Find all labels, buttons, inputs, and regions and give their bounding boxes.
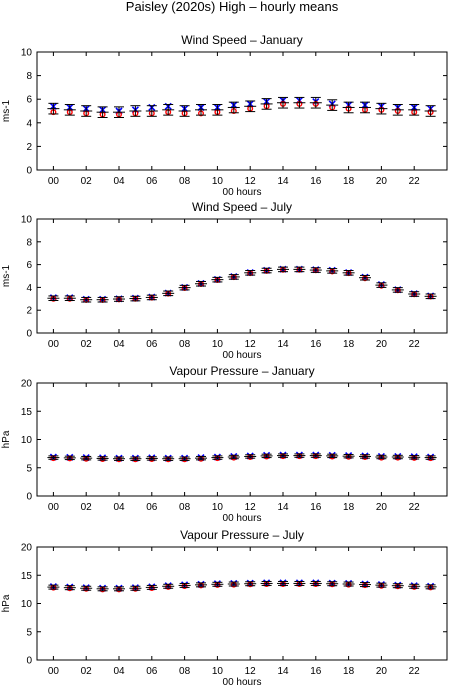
x-tick-label: 22 [409, 502, 421, 513]
x-tick-label: 18 [343, 502, 355, 513]
x-tick-label: 14 [277, 502, 289, 513]
panel-title: Wind Speed – January [181, 33, 302, 47]
x-tick-label: 14 [277, 176, 289, 187]
y-tick-label: 15 [21, 407, 33, 418]
y-tick-label: 4 [26, 283, 32, 294]
x-tick-label: 06 [146, 339, 158, 350]
x-tick-label: 20 [376, 176, 388, 187]
y-tick-label: 6 [26, 95, 32, 106]
x-tick-label: 02 [81, 176, 93, 187]
plot-area [36, 218, 448, 334]
plot-area [36, 546, 448, 661]
x-tick-label: 08 [179, 339, 191, 350]
y-tick-label: 20 [21, 543, 33, 554]
x-tick-label: 12 [245, 339, 257, 350]
x-tick-label: 12 [245, 176, 257, 187]
x-tick-label: 06 [146, 176, 158, 187]
y-tick-label: 8 [26, 71, 32, 82]
x-tick-label: 02 [81, 339, 93, 350]
x-tick-label: 18 [343, 666, 355, 677]
x-tick-label: 04 [113, 176, 125, 187]
panel-title: Vapour Pressure – January [169, 364, 314, 378]
x-tick-label: 14 [277, 666, 289, 677]
y-tick-label: 20 [21, 379, 33, 390]
x-tick-label: 12 [245, 502, 257, 513]
x-tick-label: 12 [245, 666, 257, 677]
series-circle [50, 581, 434, 593]
x-tick-label: 06 [146, 502, 158, 513]
plot-area [36, 51, 448, 171]
figure-title: Paisley (2020s) High – hourly means [126, 0, 339, 14]
x-axis-label: 00 hours [223, 187, 262, 198]
x-tick-label: 14 [277, 339, 289, 350]
y-tick-label: 10 [21, 599, 33, 610]
y-tick-label: 5 [26, 463, 32, 474]
x-tick-label: 10 [212, 176, 224, 187]
y-tick-label: 0 [26, 166, 32, 177]
y-tick-label: 0 [26, 492, 32, 503]
x-tick-label: 20 [376, 666, 388, 677]
x-tick-label: 00 [48, 502, 60, 513]
y-tick-label: 2 [26, 306, 32, 317]
x-tick-label: 02 [81, 502, 93, 513]
x-axis-label: 00 hours [223, 677, 262, 686]
x-tick-label: 22 [409, 176, 421, 187]
x-tick-label: 08 [179, 502, 191, 513]
panel-title: Wind Speed – July [192, 200, 292, 214]
x-tick-label: 18 [343, 176, 355, 187]
x-tick-label: 00 [48, 339, 60, 350]
y-tick-label: 15 [21, 571, 33, 582]
y-tick-label: 2 [26, 142, 32, 153]
x-tick-label: 08 [179, 666, 191, 677]
series-errorbar [47, 580, 437, 592]
panel-title: Vapour Pressure – July [180, 528, 304, 542]
x-tick-label: 16 [310, 176, 322, 187]
y-axis-label: ms-1 [1, 99, 12, 122]
x-tick-label: 04 [113, 666, 125, 677]
series-errorbar [47, 96, 437, 118]
x-tick-label: 10 [212, 666, 224, 677]
x-tick-label: 00 [48, 666, 60, 677]
y-tick-label: 0 [26, 656, 32, 667]
x-axis-label: 00 hours [223, 513, 262, 524]
y-axis-label: hPa [1, 594, 12, 612]
y-tick-label: 10 [21, 215, 33, 226]
y-axis-label: hPa [1, 430, 12, 448]
x-tick-label: 20 [376, 339, 388, 350]
x-tick-label: 00 [48, 176, 60, 187]
x-tick-label: 02 [81, 666, 93, 677]
x-tick-label: 10 [212, 339, 224, 350]
x-tick-label: 04 [113, 339, 125, 350]
x-tick-label: 20 [376, 502, 388, 513]
plot-area [36, 382, 448, 497]
y-tick-label: 6 [26, 260, 32, 271]
x-tick-label: 16 [310, 666, 322, 677]
x-tick-label: 22 [409, 339, 421, 350]
x-tick-label: 04 [113, 502, 125, 513]
series-errorbar [47, 453, 437, 461]
x-tick-label: 16 [310, 502, 322, 513]
y-tick-label: 10 [21, 435, 33, 446]
x-tick-label: 08 [179, 176, 191, 187]
y-tick-label: 4 [26, 118, 32, 129]
panel-4: Vapour Pressure – July 0 5 10 15 20 00 02 04 06 08… [1, 528, 448, 686]
x-tick-label: 22 [409, 666, 421, 677]
series-errorbar [47, 266, 437, 303]
x-tick-label: 10 [212, 502, 224, 513]
y-tick-label: 5 [26, 627, 32, 638]
panel-3: Vapour Pressure – January 0 5 10 15 20 00 02 04 0… [1, 364, 448, 524]
x-tick-label: 16 [310, 339, 322, 350]
x-axis-label: 00 hours [223, 350, 262, 361]
x-tick-label: 06 [146, 666, 158, 677]
y-tick-label: 10 [21, 48, 33, 59]
y-tick-label: 8 [26, 237, 32, 248]
y-axis-label: ms-1 [1, 264, 12, 287]
x-tick-label: 18 [343, 339, 355, 350]
y-tick-label: 0 [26, 329, 32, 340]
